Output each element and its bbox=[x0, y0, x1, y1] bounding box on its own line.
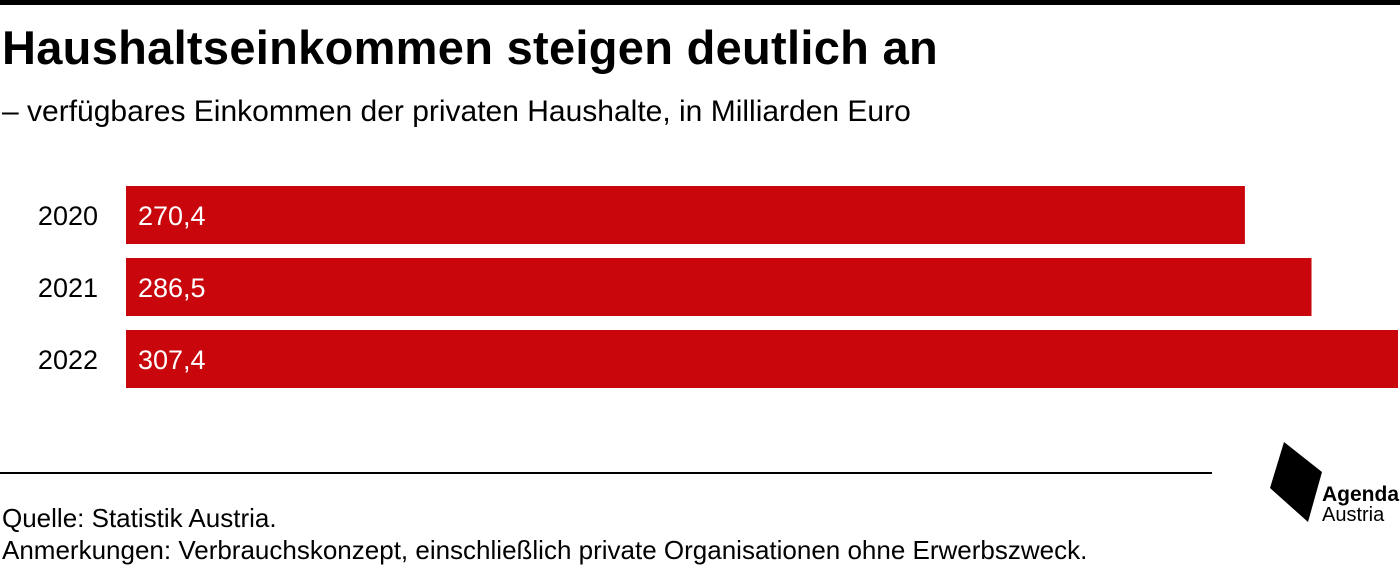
chart-subtitle: – verfügbares Einkommen der privaten Hau… bbox=[2, 95, 911, 128]
agenda-austria-logo-icon bbox=[1270, 442, 1322, 522]
source-note: Quelle: Statistik Austria. bbox=[2, 503, 277, 533]
remarks-note: Anmerkungen: Verbrauchskonzept, einschli… bbox=[2, 535, 1088, 565]
chart-title: Haushaltseinkommen steigen deutlich an bbox=[2, 21, 938, 74]
bar-2020 bbox=[126, 186, 1245, 244]
value-label-2022: 307,4 bbox=[138, 345, 206, 375]
value-label-2021: 286,5 bbox=[138, 273, 206, 303]
logo-text-agenda: Agenda bbox=[1322, 483, 1400, 506]
category-label-2021: 2021 bbox=[38, 273, 98, 303]
top-rule bbox=[0, 0, 1400, 5]
logo-text-austria: Austria bbox=[1322, 504, 1385, 526]
category-label-2020: 2020 bbox=[38, 201, 98, 231]
bar-2022 bbox=[126, 330, 1398, 388]
footer-rule bbox=[0, 472, 1212, 474]
agenda-austria-logo: Agenda Austria bbox=[1262, 440, 1400, 530]
bar-2021 bbox=[126, 258, 1312, 316]
bar-chart: 2020 270,4 2021 286,5 2022 307,4 bbox=[38, 186, 1398, 388]
value-label-2020: 270,4 bbox=[138, 201, 206, 231]
category-label-2022: 2022 bbox=[38, 345, 98, 375]
